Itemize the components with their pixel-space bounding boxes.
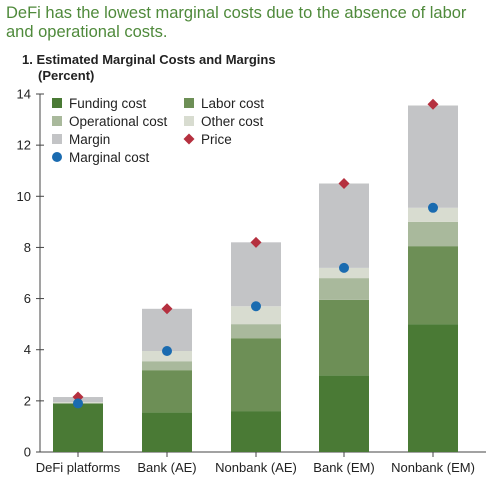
legend-label: Other cost — [201, 114, 264, 129]
marginal-cost-marker — [251, 301, 261, 312]
marginal-cost-marker — [162, 345, 172, 356]
bar-segment — [231, 324, 281, 339]
price-marker — [427, 98, 439, 110]
bar-segment — [319, 299, 369, 376]
bar-segment — [142, 370, 192, 413]
bar-segment — [231, 338, 281, 412]
marker-layer — [72, 98, 439, 409]
chart-subtitle: (Percent) — [38, 68, 95, 83]
legend-label: Labor cost — [201, 96, 264, 111]
bar-segment — [319, 278, 369, 300]
legend-swatch — [52, 98, 62, 108]
bar-segment — [142, 361, 192, 371]
bar-segment — [408, 221, 458, 247]
marginal-cost-marker — [339, 262, 349, 273]
y-tick-label: 10 — [17, 189, 31, 204]
bar-layer — [53, 105, 458, 452]
x-tick-label: DeFi platforms — [36, 460, 121, 475]
bar-segment — [319, 267, 369, 279]
legend-label: Price — [201, 132, 232, 147]
marginal-cost-marker — [73, 398, 83, 409]
legend-layer: Funding cost Labor cost Operational cost Ot… — [52, 96, 264, 165]
y-tick-label: 4 — [24, 342, 31, 357]
chart-headline: DeFi has the lowest marginal costs due t… — [6, 4, 467, 41]
legend-label: Marginal cost — [69, 150, 150, 165]
bar-segment — [408, 324, 458, 452]
bar-segment — [142, 412, 192, 452]
bar-segment — [142, 350, 192, 362]
legend-swatch — [52, 116, 62, 126]
bar-segment — [319, 183, 369, 268]
y-tick-label: 2 — [24, 393, 31, 408]
y-tick-label: 14 — [17, 87, 31, 102]
price-marker — [161, 303, 173, 315]
bar-segment — [408, 207, 458, 222]
legend-label: Funding cost — [69, 96, 147, 111]
bar-segment — [231, 242, 281, 307]
legend-label: Operational cost — [69, 114, 168, 129]
y-tick-label: 0 — [24, 445, 31, 460]
price-marker — [250, 236, 262, 248]
legend-swatch — [52, 152, 62, 162]
x-tick-label: Bank (EM) — [313, 460, 374, 475]
price-marker — [338, 178, 350, 189]
legend-swatch — [183, 133, 195, 145]
bar-segment — [231, 306, 281, 325]
legend-swatch — [184, 116, 194, 126]
legend-swatch — [52, 134, 62, 144]
bar-segment — [142, 308, 192, 351]
y-tick-label: 12 — [17, 138, 31, 153]
bar-segment — [231, 411, 281, 452]
bar-segment — [319, 375, 369, 452]
bar-segment — [408, 105, 458, 208]
x-tick-label: Nonbank (EM) — [391, 460, 475, 475]
legend-label: Margin — [69, 132, 110, 147]
x-tick-label: Nonbank (AE) — [215, 460, 297, 475]
x-tick-label: Bank (AE) — [137, 460, 196, 475]
legend-swatch — [184, 98, 194, 108]
y-tick-label: 8 — [24, 240, 31, 255]
bar-segment — [53, 403, 103, 452]
marginal-cost-marker — [428, 202, 438, 213]
y-tick-label: 6 — [24, 291, 31, 306]
bar-segment — [408, 246, 458, 325]
chart-title: 1. Estimated Marginal Costs and Margins — [22, 52, 276, 67]
